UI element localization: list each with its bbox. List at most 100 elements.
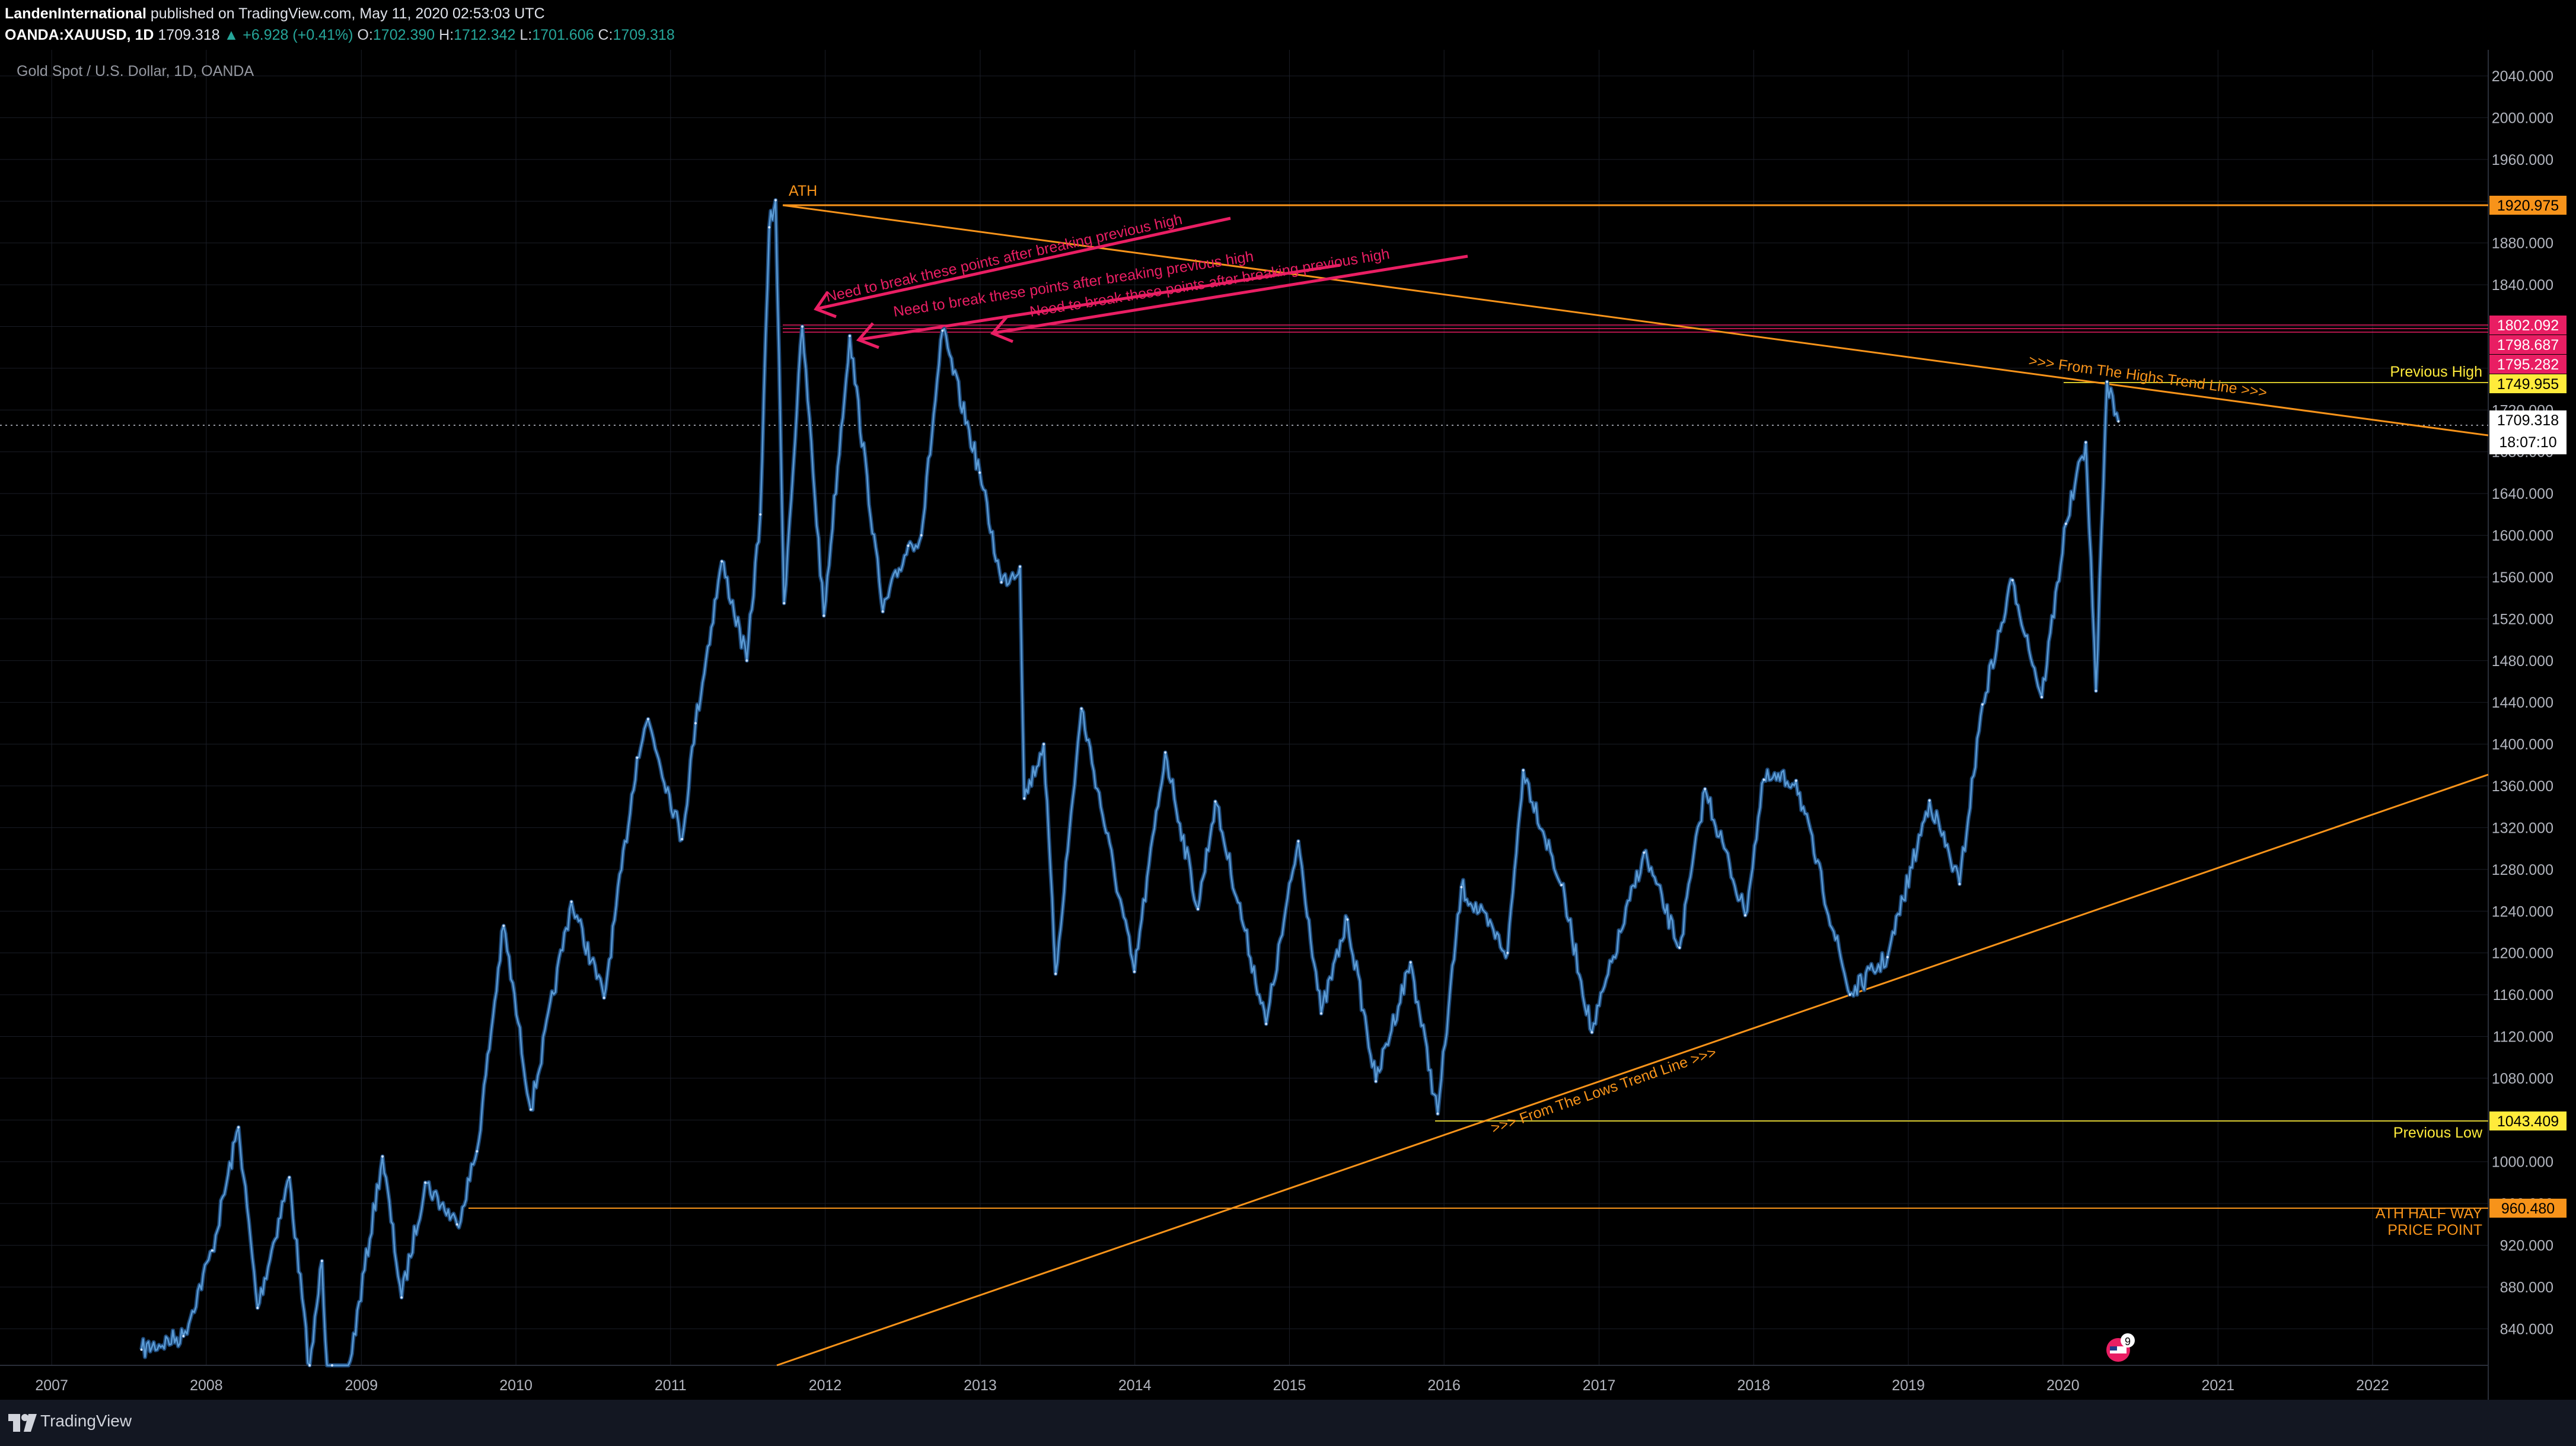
badge-res-3[interactable]: 1795.282	[2497, 356, 2559, 373]
price-point	[1506, 951, 1509, 954]
price-point	[2084, 441, 2087, 444]
time-axis[interactable]: 2007 2008 2009 2010 2011 2012 2013 2014 2015 2016…	[35, 1377, 2389, 1394]
price-point	[2064, 523, 2067, 525]
price-point	[1054, 972, 1057, 975]
tradingview-brand[interactable]: TradingView	[40, 1412, 132, 1430]
break-arrow-1[interactable]	[818, 216, 1231, 310]
price-point	[502, 924, 505, 927]
price-point	[1409, 961, 1412, 964]
price-point	[140, 1348, 143, 1351]
price-point	[1197, 907, 1200, 910]
y-tick-label: 1280.000	[2492, 862, 2553, 878]
badge-res-2-bg	[2489, 335, 2567, 354]
half-way-label-1[interactable]: ATH HALF WAY	[2376, 1205, 2482, 1222]
price-point	[881, 610, 884, 613]
y-tick-label: 1840.000	[2492, 277, 2553, 294]
price-point	[1297, 840, 1300, 843]
price-point	[801, 325, 804, 328]
x-tick-label: 2020	[2046, 1377, 2080, 1394]
half-way-label-2[interactable]: PRICE POINT	[2387, 1222, 2482, 1238]
close-value: 1709.318	[613, 27, 675, 43]
badge-res-2[interactable]: 1798.687	[2497, 337, 2559, 353]
x-tick-label: 2011	[655, 1377, 687, 1394]
y-tick-label: 1080.000	[2492, 1071, 2553, 1087]
badge-prev-high[interactable]: 1749.955	[2497, 376, 2559, 393]
price-point	[1436, 1112, 1439, 1115]
price-point	[1762, 778, 1765, 781]
price-axis[interactable]: 840.000880.000920.000960.0001000.0001040…	[2492, 68, 2553, 1337]
price-point	[1133, 970, 1136, 973]
badge-last-price[interactable]: 1709.318	[2497, 412, 2559, 429]
price-point	[848, 335, 851, 337]
price-point	[759, 513, 762, 516]
y-tick-label: 1560.000	[2492, 569, 2553, 586]
badge-prev-low[interactable]: 1043.409	[2497, 1113, 2559, 1130]
y-tick-label: 1240.000	[2492, 903, 2553, 920]
tradingview-logo-icon[interactable]	[8, 1414, 37, 1432]
lows-trend-line[interactable]	[776, 773, 2489, 1367]
x-tick-label: 2021	[2201, 1377, 2234, 1394]
price-point	[978, 471, 981, 474]
price-point	[1886, 955, 1889, 958]
price-point	[1928, 799, 1931, 802]
price-series-group	[139, 198, 2121, 1368]
break-arrow-2-head	[856, 322, 879, 349]
badge-ath[interactable]: 1920.975	[2497, 198, 2559, 214]
close-label: C:	[598, 27, 613, 43]
x-tick-label: 2010	[499, 1377, 533, 1394]
previous-low-label[interactable]: Previous Low	[2393, 1125, 2483, 1141]
price-point	[2117, 420, 2120, 423]
break-arrow-2[interactable]	[860, 263, 1341, 341]
flag-canton	[2110, 1346, 2117, 1351]
price-point	[308, 1364, 311, 1367]
us-flag-event-icon[interactable]: 9	[2106, 1333, 2135, 1362]
price-point	[1375, 1080, 1378, 1083]
price-point	[636, 756, 639, 759]
price-point	[1265, 1023, 1268, 1025]
price-point	[1023, 797, 1026, 800]
x-tick-label: 2013	[964, 1377, 997, 1394]
ath-label[interactable]: ATH	[789, 183, 817, 199]
y-tick-label: 2000.000	[2492, 110, 2553, 126]
high-value: 1712.342	[454, 27, 516, 43]
price-point	[1560, 884, 1563, 887]
badge-countdown: 18:07:10	[2499, 434, 2556, 451]
x-tick-label: 2014	[1118, 1377, 1152, 1394]
previous-high-label[interactable]: Previous High	[2390, 364, 2482, 380]
price-point	[1522, 769, 1525, 772]
symbol-name[interactable]: OANDA:XAUUSD, 1D	[5, 27, 154, 43]
y-tick-label: 1640.000	[2492, 486, 2553, 502]
price-point	[256, 1307, 259, 1310]
price-point	[1214, 800, 1217, 803]
highs-trend-line[interactable]	[782, 204, 2489, 437]
badge-res-1[interactable]: 1802.092	[2497, 317, 2559, 334]
badge-half-way[interactable]: 960.480	[2501, 1200, 2555, 1217]
break-arrow-3[interactable]	[994, 254, 1468, 335]
price-point	[920, 534, 923, 537]
y-tick-label: 1120.000	[2493, 1029, 2553, 1046]
x-tick-label: 2008	[190, 1377, 223, 1394]
badge-prev-low-bg	[2489, 1111, 2567, 1130]
x-tick-label: 2016	[1427, 1377, 1461, 1394]
publish-info: LandenInternational published on Trading…	[5, 4, 545, 24]
symbol-info: OANDA:XAUUSD, 1D 1709.318 ▲ +6.928 (+0.4…	[5, 25, 675, 45]
y-tick-label: 1320.000	[2492, 820, 2553, 836]
y-tick-label: 1600.000	[2492, 528, 2553, 544]
event-count: 9	[2125, 1336, 2131, 1348]
price-point	[182, 1334, 185, 1337]
price-point	[1744, 914, 1747, 917]
y-tick-label: 1880.000	[2492, 235, 2553, 252]
price-point	[1080, 707, 1083, 710]
price-series-line[interactable]	[141, 199, 2119, 1367]
author-name[interactable]: LandenInternational	[5, 5, 146, 22]
price-point	[783, 601, 786, 604]
price-point	[424, 1181, 427, 1184]
price-point	[768, 226, 771, 229]
badge-res-3-bg	[2489, 355, 2567, 374]
price-chart[interactable]: Gold Spot / U.S. Dollar, 1D, OANDA ATH N…	[0, 50, 2576, 1400]
price-point	[1000, 581, 1003, 584]
y-tick-label: 1440.000	[2492, 695, 2553, 711]
price-point	[331, 1364, 334, 1367]
chart-title: Gold Spot / U.S. Dollar, 1D, OANDA	[17, 63, 254, 79]
y-tick-label: 1360.000	[2492, 778, 2553, 795]
